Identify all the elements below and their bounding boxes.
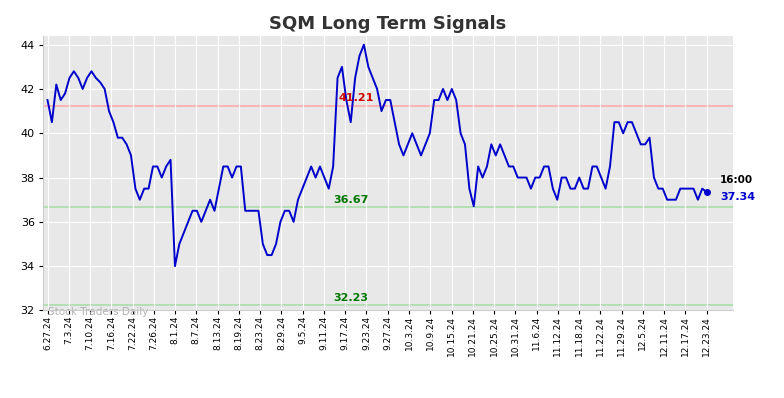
Text: 32.23: 32.23 <box>333 293 368 303</box>
Text: 41.21: 41.21 <box>339 93 374 103</box>
Text: 16:00: 16:00 <box>720 175 753 185</box>
Text: Stock Traders Daily: Stock Traders Daily <box>48 307 148 317</box>
Text: 37.34: 37.34 <box>720 191 755 202</box>
Title: SQM Long Term Signals: SQM Long Term Signals <box>270 15 506 33</box>
Text: 36.67: 36.67 <box>333 195 368 205</box>
